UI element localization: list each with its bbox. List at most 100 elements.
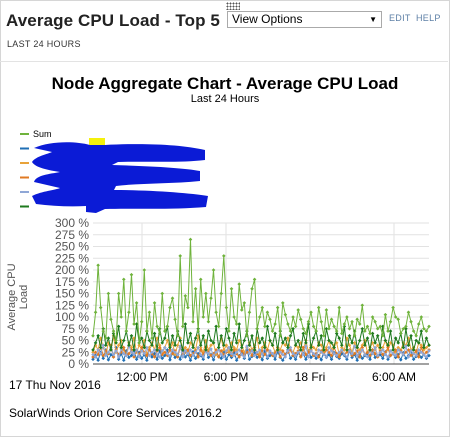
data-point xyxy=(232,348,236,352)
data-point xyxy=(414,334,418,338)
data-point xyxy=(109,317,113,322)
data-point xyxy=(106,336,111,340)
data-point xyxy=(168,345,172,350)
data-point xyxy=(239,308,244,312)
data-point xyxy=(132,355,136,359)
data-point xyxy=(370,348,375,352)
data-point xyxy=(145,353,149,358)
data-point xyxy=(265,348,270,352)
data-point xyxy=(334,329,339,333)
series-05 xyxy=(91,322,431,352)
data-point xyxy=(360,303,365,308)
data-point xyxy=(424,355,429,359)
data-point xyxy=(191,351,195,356)
data-point xyxy=(393,355,398,360)
data-point xyxy=(152,301,157,305)
data-point xyxy=(416,348,421,352)
data-point xyxy=(178,344,183,348)
data-point xyxy=(352,334,357,338)
data-point xyxy=(129,350,134,355)
data-point xyxy=(409,319,413,324)
data-point xyxy=(188,341,193,345)
data-point xyxy=(196,355,200,359)
data-point xyxy=(375,326,380,331)
data-point xyxy=(204,338,208,343)
data-point xyxy=(332,324,336,329)
data-point xyxy=(175,355,180,359)
data-point xyxy=(404,324,408,329)
data-point xyxy=(219,356,224,361)
data-point xyxy=(309,349,313,353)
data-point xyxy=(347,334,352,338)
drag-handle-icon[interactable] xyxy=(226,2,240,10)
data-point xyxy=(293,353,298,358)
view-options-select[interactable]: View Options ▼ xyxy=(227,11,382,28)
data-point xyxy=(219,336,224,340)
data-point xyxy=(404,356,408,361)
help-link[interactable]: HELP xyxy=(416,13,441,23)
data-point xyxy=(155,352,159,357)
data-point xyxy=(352,341,357,345)
data-point xyxy=(398,331,403,336)
data-point xyxy=(170,334,175,338)
data-point xyxy=(237,348,241,352)
data-point xyxy=(386,357,390,362)
edit-link[interactable]: EDIT xyxy=(389,13,411,23)
data-point xyxy=(222,348,226,352)
data-point xyxy=(383,352,388,357)
data-point xyxy=(311,351,316,356)
data-point xyxy=(273,331,277,336)
data-point xyxy=(386,355,390,359)
data-point xyxy=(360,343,365,347)
data-point xyxy=(422,345,426,350)
data-point xyxy=(257,315,262,319)
data-point xyxy=(229,353,234,358)
data-point xyxy=(293,343,298,347)
data-point xyxy=(234,341,239,345)
y-tick-label: 25 % xyxy=(62,345,90,359)
data-point xyxy=(224,326,229,331)
data-point xyxy=(114,338,118,343)
data-point xyxy=(422,326,426,331)
data-point xyxy=(365,324,370,329)
data-point xyxy=(191,345,195,350)
data-point xyxy=(350,319,354,324)
data-point xyxy=(406,343,411,347)
data-point xyxy=(201,315,206,319)
data-point xyxy=(319,334,324,338)
data-point xyxy=(175,352,180,357)
data-point xyxy=(383,312,388,317)
data-point xyxy=(419,350,424,355)
data-point xyxy=(419,345,424,350)
data-point xyxy=(175,334,180,338)
data-point xyxy=(316,348,321,352)
data-point xyxy=(311,353,316,358)
data-point xyxy=(237,282,241,286)
data-point xyxy=(183,322,188,326)
data-point xyxy=(363,343,367,347)
data-point xyxy=(327,352,331,357)
data-point xyxy=(183,294,188,298)
data-point xyxy=(381,345,385,350)
y-tick-label: 275 % xyxy=(55,228,89,242)
data-point xyxy=(119,315,124,319)
data-point xyxy=(373,319,377,324)
data-point xyxy=(406,355,411,359)
data-point xyxy=(193,336,198,340)
data-point xyxy=(309,345,313,350)
data-point xyxy=(332,351,336,356)
data-point xyxy=(119,345,124,350)
data-point xyxy=(388,329,393,333)
data-point xyxy=(296,308,300,312)
data-point xyxy=(393,315,398,319)
data-point xyxy=(186,341,190,345)
data-point xyxy=(270,329,275,333)
data-point xyxy=(378,324,383,329)
data-point xyxy=(178,254,183,258)
data-point xyxy=(152,355,157,359)
data-point xyxy=(378,352,383,357)
data-point xyxy=(324,308,329,312)
data-point xyxy=(209,347,213,351)
data-point xyxy=(234,322,239,326)
